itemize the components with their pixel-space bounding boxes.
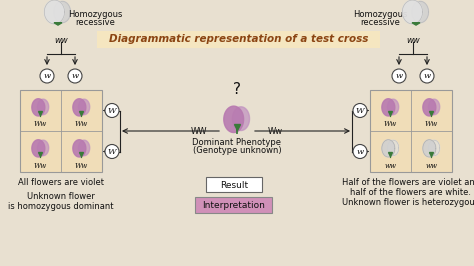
Circle shape <box>353 103 367 118</box>
Text: W: W <box>108 148 116 156</box>
Text: Ww: Ww <box>75 161 88 169</box>
Polygon shape <box>402 0 422 24</box>
Polygon shape <box>412 23 420 25</box>
Circle shape <box>420 69 434 83</box>
Circle shape <box>392 69 406 83</box>
Text: Ww: Ww <box>267 127 283 136</box>
Polygon shape <box>79 99 90 115</box>
Polygon shape <box>382 99 395 116</box>
Text: All flowers are violet: All flowers are violet <box>18 178 104 187</box>
Text: Half of the flowers are violet and
half of the flowers are white.: Half of the flowers are violet and half … <box>342 178 474 197</box>
Polygon shape <box>387 140 399 156</box>
Circle shape <box>105 144 119 159</box>
Text: Unknown flower
is homozygous dominant: Unknown flower is homozygous dominant <box>8 192 114 211</box>
Text: ww: ww <box>384 161 396 169</box>
Text: Ww: Ww <box>425 120 438 128</box>
Polygon shape <box>224 106 244 132</box>
Text: w: w <box>72 73 79 81</box>
Text: ww: ww <box>406 36 420 45</box>
FancyBboxPatch shape <box>20 90 102 172</box>
Polygon shape <box>423 140 436 157</box>
Polygon shape <box>73 99 86 116</box>
Text: Dominant Phenotype: Dominant Phenotype <box>192 138 282 147</box>
Circle shape <box>353 144 367 159</box>
Circle shape <box>40 69 54 83</box>
Text: ?: ? <box>233 82 241 98</box>
Text: (Genotype unknown): (Genotype unknown) <box>193 146 281 155</box>
Text: Homozygous: Homozygous <box>68 10 122 19</box>
Text: w: w <box>356 148 364 156</box>
Text: WW: WW <box>191 127 207 136</box>
FancyBboxPatch shape <box>370 90 452 172</box>
Text: Interpretation: Interpretation <box>202 201 265 210</box>
Polygon shape <box>382 140 395 157</box>
FancyBboxPatch shape <box>195 197 272 213</box>
Text: Ww: Ww <box>34 120 47 128</box>
Text: W: W <box>108 107 116 115</box>
Text: Unknown flower is heterozygous: Unknown flower is heterozygous <box>342 198 474 207</box>
Text: W: W <box>356 107 365 115</box>
FancyBboxPatch shape <box>206 177 262 192</box>
Text: Ww: Ww <box>34 161 47 169</box>
Text: recessive: recessive <box>360 18 400 27</box>
Polygon shape <box>32 99 45 116</box>
Circle shape <box>68 69 82 83</box>
Text: Ww: Ww <box>75 120 88 128</box>
Polygon shape <box>412 1 428 23</box>
Polygon shape <box>54 23 62 25</box>
Polygon shape <box>423 99 436 116</box>
Polygon shape <box>44 0 64 24</box>
Polygon shape <box>54 1 71 23</box>
Polygon shape <box>73 140 86 157</box>
Text: Homozygous: Homozygous <box>353 10 407 19</box>
FancyBboxPatch shape <box>98 31 381 48</box>
Polygon shape <box>37 99 49 115</box>
Polygon shape <box>387 99 399 115</box>
Polygon shape <box>428 99 440 115</box>
Text: ww: ww <box>426 161 438 169</box>
Polygon shape <box>79 140 90 156</box>
Polygon shape <box>37 140 49 156</box>
Text: Result: Result <box>220 181 248 189</box>
Circle shape <box>105 103 119 118</box>
Text: w: w <box>423 73 430 81</box>
Polygon shape <box>32 140 45 157</box>
Text: Ww: Ww <box>384 120 397 128</box>
Polygon shape <box>232 107 249 131</box>
Text: w: w <box>44 73 51 81</box>
Text: w: w <box>395 73 402 81</box>
Text: ww: ww <box>54 36 68 45</box>
Text: recessive: recessive <box>75 18 115 27</box>
Polygon shape <box>428 140 440 156</box>
Text: Diagrammatic representation of a test cross: Diagrammatic representation of a test cr… <box>109 35 369 44</box>
